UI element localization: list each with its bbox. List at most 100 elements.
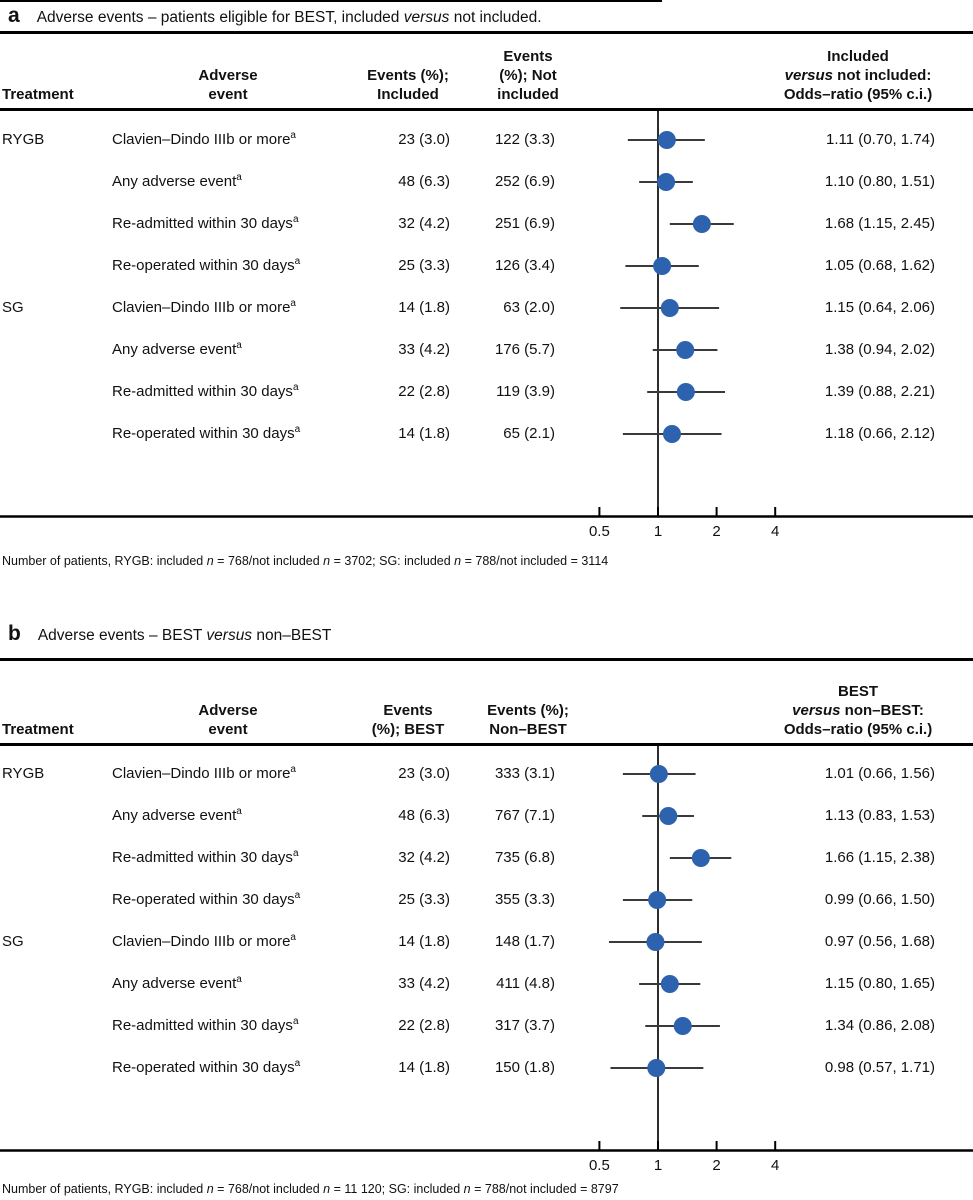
included-cell: 32 (4.2) (398, 215, 450, 232)
other-cell: 176 (5.7) (494, 341, 555, 358)
other-cell: 150 (1.8) (494, 1059, 555, 1076)
other-cell: 735 (6.8) (494, 849, 555, 866)
column-header-line: Events (%); (367, 67, 449, 84)
panel-b-title: Adverse events – BEST versus non–BEST (37, 627, 332, 644)
treatment-cell (2, 1015, 102, 1037)
or-text-cell: 1.13 (0.83, 1.53) (824, 807, 935, 824)
event-cell: Any adverse eventa (112, 806, 242, 825)
odds-ratio-marker (676, 341, 695, 359)
other-cell: 126 (3.4) (494, 257, 555, 274)
axis-tick-label: 2 (712, 1157, 721, 1174)
event-cell: Any adverse eventa (112, 974, 242, 993)
column-header-col4: Events (%); Non–BEST (462, 701, 594, 739)
table-row: Re-admitted within 30 daysa 22 (2.8) 317 (… (0, 1015, 973, 1037)
or-text-cell: 1.38 (0.94, 2.02) (824, 341, 935, 358)
other-cell: 252 (6.9) (494, 173, 555, 190)
or-text-cell: 1.68 (1.15, 2.45) (824, 215, 935, 232)
event-cell: Re-admitted within 30 daysa (112, 214, 299, 233)
column-header-line: event (208, 721, 248, 738)
included-cell: 14 (1.8) (398, 299, 450, 316)
event-cell: Re-operated within 30 daysa (112, 424, 301, 443)
treatment-cell (2, 171, 102, 193)
panel-b-footnote: Number of patients, RYGB: included n = 7… (2, 1182, 619, 1196)
or-text-cell: 0.98 (0.57, 1.71) (824, 1059, 935, 1076)
axis-tick-label: 2 (712, 523, 721, 540)
panel-b-label: b (8, 622, 21, 645)
table-row: Any adverse eventa 33 (4.2) 411 (4.8) 1.15 … (0, 973, 973, 995)
other-cell: 411 (4.8) (496, 975, 555, 992)
other-cell: 122 (3.3) (494, 131, 555, 148)
odds-ratio-marker (649, 765, 668, 783)
axis-tick-label: 0.5 (588, 523, 610, 540)
event-cell: Re-admitted within 30 daysa (112, 848, 299, 867)
panel-a-title-row: a Adverse events – patients eligible for… (8, 4, 542, 28)
column-header-adverse: Adverse event (128, 701, 328, 739)
event-cell: Re-operated within 30 daysa (112, 890, 301, 909)
event-cell: Clavien–Dindo IIIb or morea (112, 298, 296, 317)
forest-plot (0, 111, 973, 518)
column-header-line: Events (%); (487, 702, 569, 719)
or-text-cell: 0.97 (0.56, 1.68) (824, 933, 935, 950)
other-cell: 63 (2.0) (503, 299, 555, 316)
top-rule (0, 0, 662, 2)
column-header-line: versus not included: (784, 67, 932, 84)
column-header-line: Events (383, 702, 433, 719)
panel-a-title: Adverse events – patients eligible for B… (36, 9, 542, 26)
table-row: Any adverse eventa 48 (6.3) 252 (6.9) 1.10 … (0, 171, 973, 193)
other-cell: 148 (1.7) (494, 933, 555, 950)
included-cell: 23 (3.0) (398, 765, 450, 782)
other-cell: 317 (3.7) (494, 1017, 555, 1034)
odds-ratio-marker (673, 1017, 692, 1035)
event-cell: Clavien–Dindo IIIb or morea (112, 932, 296, 951)
treatment-cell (2, 805, 102, 827)
odds-ratio-marker (646, 933, 665, 951)
column-header-line: Included (377, 86, 439, 103)
other-cell: 333 (3.1) (494, 765, 555, 782)
column-header-or: Included versus not included: Odds–ratio (… (752, 47, 964, 104)
included-cell: 14 (1.8) (398, 1059, 450, 1076)
odds-ratio-marker (662, 425, 681, 443)
column-header-line: BEST (837, 683, 878, 700)
included-cell: 25 (3.3) (398, 257, 450, 274)
odds-ratio-marker (676, 383, 695, 401)
treatment-cell (2, 213, 102, 235)
or-text-cell: 1.11 (0.70, 1.74) (826, 131, 935, 148)
column-header-treatment: Treatment (2, 720, 112, 739)
included-cell: 23 (3.0) (398, 131, 450, 148)
event-cell: Clavien–Dindo IIIb or morea (112, 764, 296, 783)
event-cell: Any adverse eventa (112, 172, 242, 191)
column-header-line: Treatment (2, 721, 74, 738)
panel-a-footnote: Number of patients, RYGB: included n = 7… (2, 554, 609, 568)
other-cell: 119 (3.9) (496, 383, 555, 400)
included-cell: 48 (6.3) (398, 807, 450, 824)
event-cell: Re-admitted within 30 daysa (112, 382, 299, 401)
table-row: Any adverse eventa 48 (6.3) 767 (7.1) 1.13 … (0, 805, 973, 827)
or-text-cell: 1.01 (0.66, 1.56) (824, 765, 935, 782)
other-cell: 355 (3.3) (494, 891, 555, 908)
table-row: SG Clavien–Dindo IIIb or morea 14 (1.8) 148… (0, 931, 973, 953)
odds-ratio-marker (647, 1059, 666, 1077)
column-header-line: (%); Not (499, 67, 557, 84)
odds-ratio-marker (653, 257, 672, 275)
table-row: Re-operated within 30 daysa 14 (1.8) 150 (… (0, 1057, 973, 1079)
axis-tick-label: 4 (771, 523, 780, 540)
column-header-line: Adverse (198, 67, 258, 84)
included-cell: 14 (1.8) (398, 425, 450, 442)
treatment-cell (2, 423, 102, 445)
treatment-cell: SG (2, 299, 24, 316)
included-cell: 33 (4.2) (398, 341, 450, 358)
treatment-cell (2, 255, 102, 277)
panel-b-body: RYGB Clavien–Dindo IIIb or morea 23 (3.0) 3… (0, 746, 973, 1152)
panel-a-header: Treatment Adverse event Events (%); Included… (0, 34, 973, 108)
event-cell: Re-admitted within 30 daysa (112, 1016, 299, 1035)
other-cell: 767 (7.1) (494, 807, 555, 824)
axis-tick-label: 4 (771, 1157, 780, 1174)
odds-ratio-marker (691, 849, 710, 867)
panel-a-header-rule (0, 108, 973, 111)
event-cell: Re-operated within 30 daysa (112, 256, 301, 275)
treatment-cell: RYGB (2, 765, 45, 782)
event-cell: Clavien–Dindo IIIb or morea (112, 130, 296, 149)
treatment-cell (2, 339, 102, 361)
column-header-treatment: Treatment (2, 85, 112, 104)
